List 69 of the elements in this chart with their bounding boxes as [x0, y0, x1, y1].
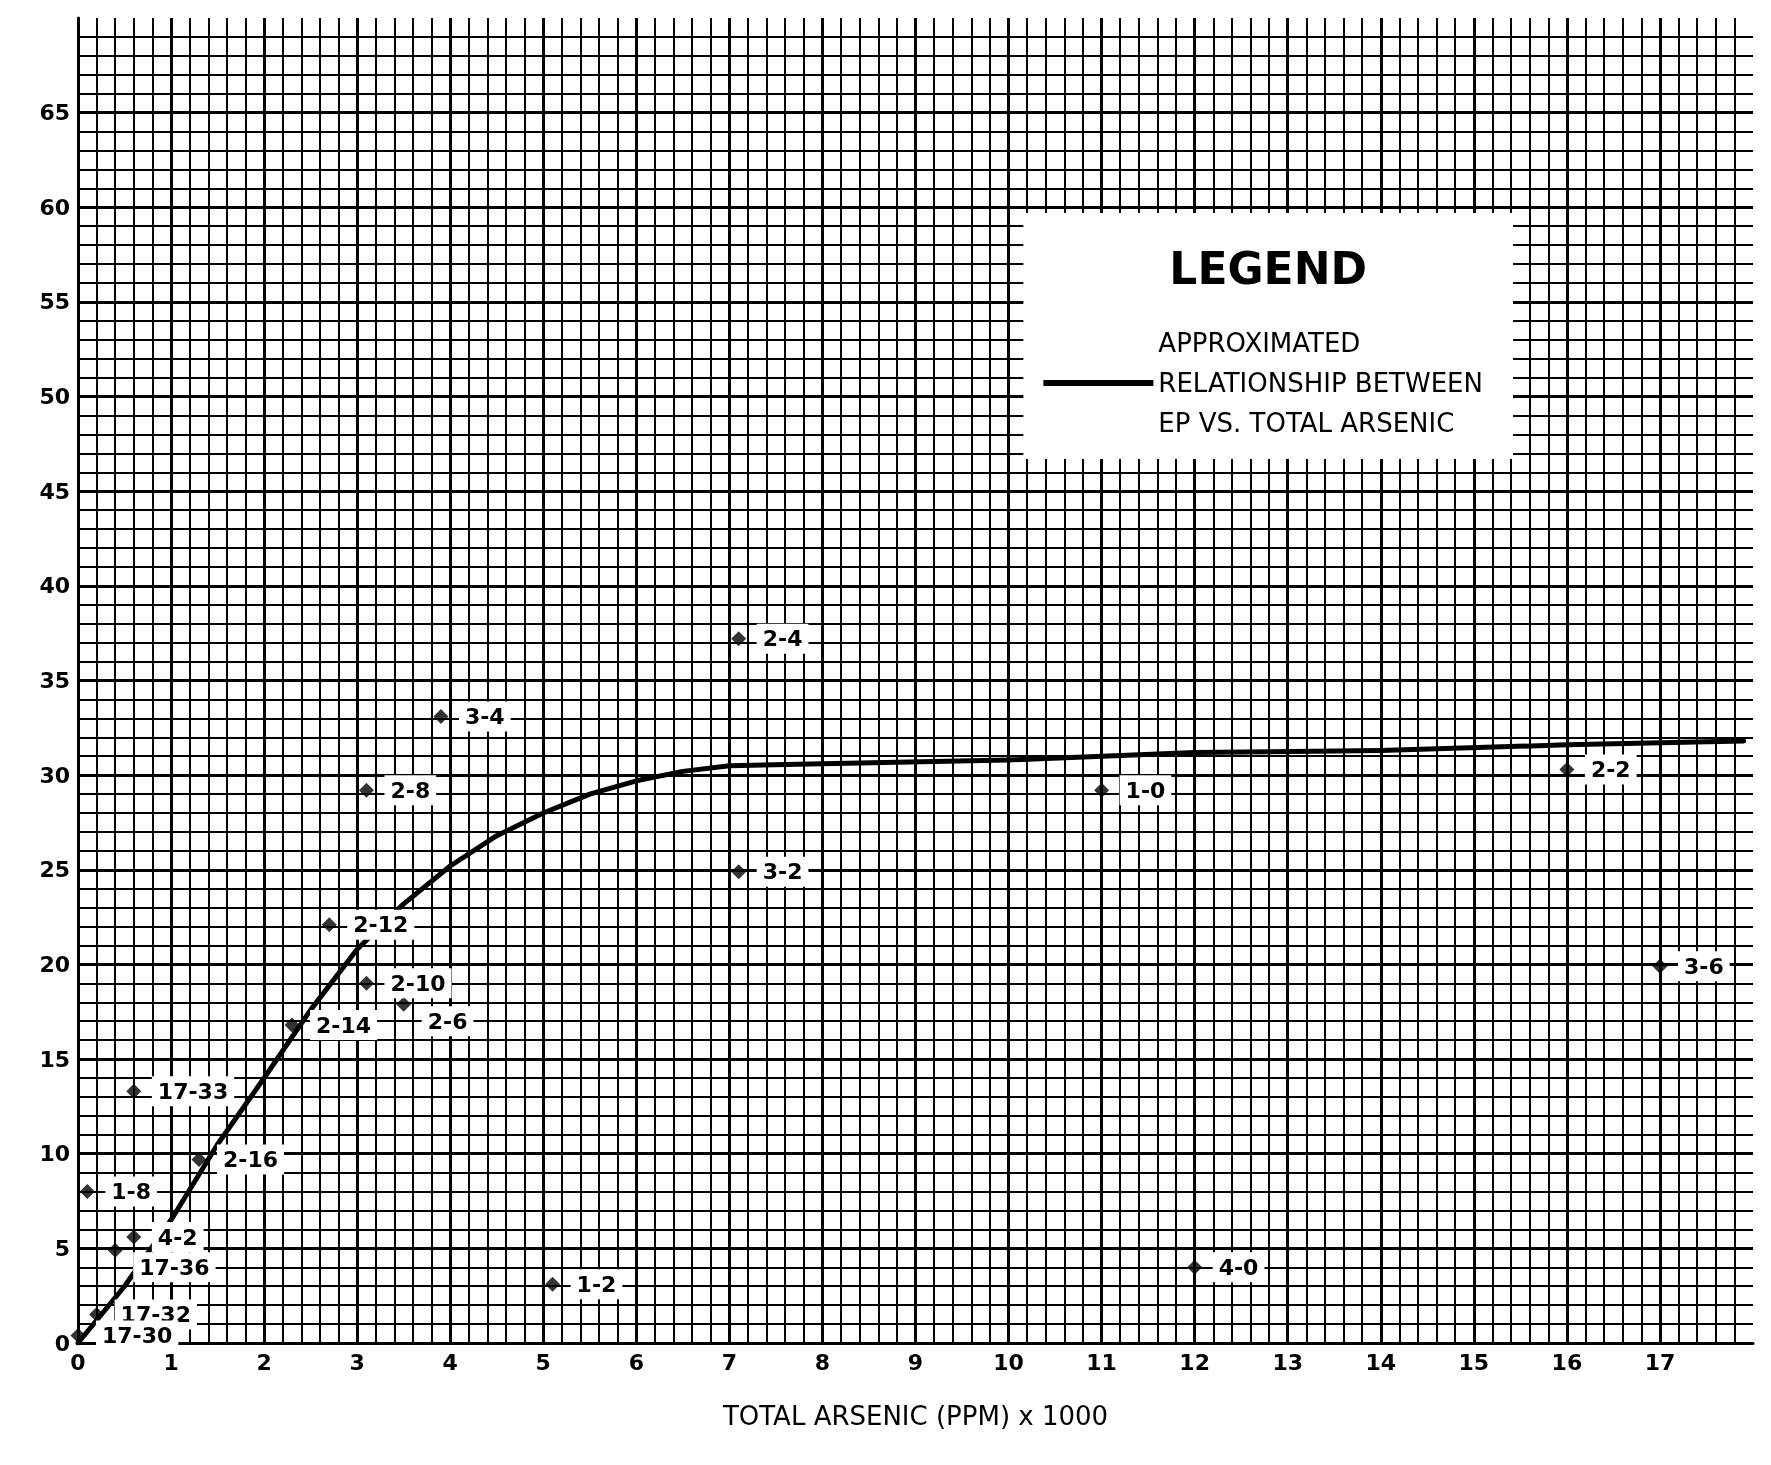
- x-tick-label: 3: [349, 1349, 365, 1375]
- y-tick-label: 40: [39, 573, 70, 599]
- y-tick-label: 15: [39, 1046, 70, 1072]
- annotation: 2-4: [762, 626, 803, 652]
- annotation: 17-36: [139, 1254, 210, 1280]
- annotation: 17-30: [102, 1322, 173, 1348]
- y-tick-label: 35: [39, 668, 70, 693]
- annotation: 3-6: [1683, 953, 1724, 979]
- y-tick-label: 25: [39, 857, 70, 883]
- annotation: 4-0: [1218, 1254, 1259, 1280]
- point: [433, 708, 449, 724]
- point: [107, 1242, 123, 1258]
- legend-title: LEGEND: [1169, 242, 1367, 294]
- y-tick-label: 50: [39, 384, 70, 410]
- point: [321, 917, 337, 933]
- point: [126, 1229, 142, 1245]
- x-tick-label: 17: [1644, 1349, 1676, 1375]
- annotation: 1-0: [1125, 777, 1166, 803]
- x-tick-label: 13: [1272, 1349, 1304, 1375]
- x-tick-label: 4: [442, 1349, 458, 1375]
- annotation: 2-6: [427, 1008, 468, 1034]
- y-tick-label: 10: [39, 1141, 70, 1167]
- x-tick-label: 11: [1086, 1349, 1117, 1375]
- x-axis-title: TOTAL ARSENIC (PPM) x 1000: [721, 1401, 1109, 1431]
- x-tick-label: 2: [256, 1349, 272, 1375]
- annotation: 17-33: [157, 1078, 229, 1104]
- x-tick-label: 6: [628, 1349, 644, 1375]
- x-tick-label: 0: [70, 1349, 86, 1375]
- y-tick-label: 45: [39, 478, 70, 504]
- point: [731, 631, 747, 647]
- y-tick-label: 55: [39, 289, 70, 315]
- point: [79, 1184, 95, 1200]
- point: [396, 996, 412, 1012]
- x-tick-label: 12: [1179, 1349, 1210, 1375]
- annotation: 3-4: [464, 703, 505, 729]
- annotation: 2-14: [316, 1012, 372, 1038]
- x-tick-label: 7: [721, 1349, 738, 1375]
- x-tick-label: 15: [1458, 1349, 1490, 1375]
- annotation: 3-2: [762, 859, 803, 885]
- y-tick-label: 5: [54, 1235, 70, 1261]
- annotation: 4-2: [157, 1224, 198, 1250]
- x-tick-label: 1: [163, 1349, 179, 1375]
- legend-label: APPROXIMATED RELATIONSHIP BETWEEN EP VS. TOTAL ARSENIC: [1158, 328, 1484, 438]
- annotation: 2-2: [1590, 756, 1631, 782]
- point: [1094, 782, 1110, 798]
- x-tick-label: 5: [535, 1349, 551, 1375]
- point: [358, 782, 374, 798]
- annotation: 2-8: [390, 777, 431, 803]
- annotation: 2-10: [390, 970, 446, 996]
- y-tick-label: 30: [39, 762, 70, 788]
- y-tick-label: 0: [54, 1330, 70, 1356]
- point: [358, 975, 374, 991]
- y-tick-label: 65: [39, 100, 70, 126]
- y-tick-label: 60: [39, 194, 70, 220]
- x-tick-label: 9: [907, 1349, 924, 1375]
- annotation: 1-2: [576, 1271, 617, 1297]
- point: [731, 864, 747, 880]
- x-tick-label: 14: [1365, 1349, 1397, 1375]
- x-tick-label: 16: [1551, 1349, 1583, 1375]
- annotation: 2-12: [353, 912, 409, 938]
- point: [545, 1276, 561, 1292]
- point: [1652, 958, 1668, 974]
- x-tick-label: 10: [993, 1349, 1024, 1375]
- point: [284, 1017, 300, 1033]
- x-tick-label: 8: [814, 1349, 831, 1375]
- annotation: 2-16: [222, 1146, 279, 1172]
- y-tick-label: 20: [39, 951, 70, 977]
- point: [1187, 1259, 1203, 1275]
- annotation: 1-8: [111, 1179, 152, 1205]
